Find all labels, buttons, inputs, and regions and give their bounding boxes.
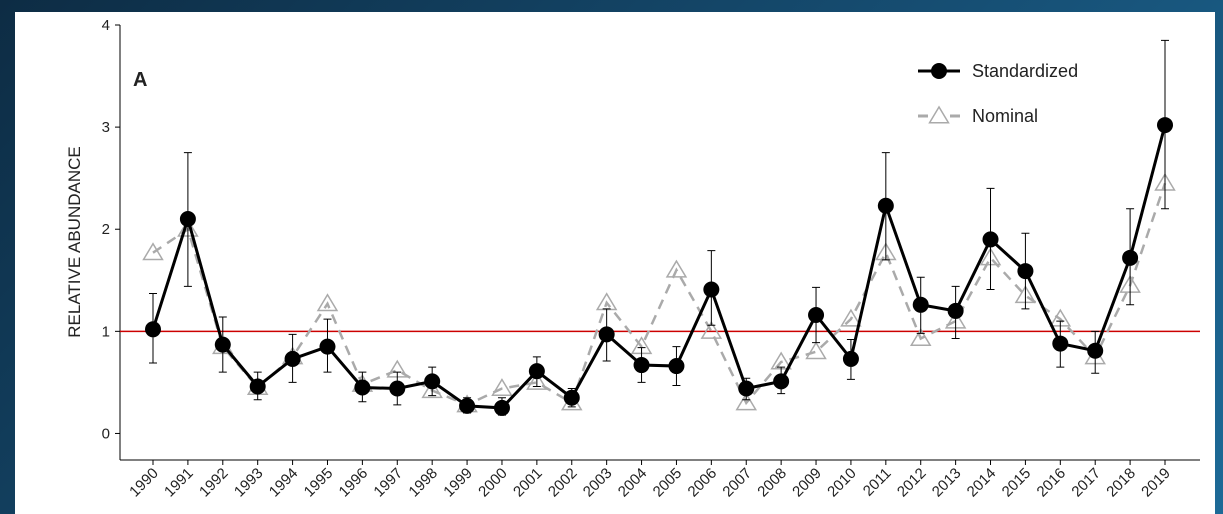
- point: [179, 211, 196, 228]
- panel: [15, 12, 1215, 514]
- point: [912, 296, 929, 313]
- y-tick-label: 0: [102, 425, 110, 442]
- point: [354, 379, 371, 396]
- point: [424, 373, 441, 390]
- panel-label: A: [133, 69, 147, 91]
- point: [316, 293, 339, 312]
- point: [1052, 335, 1069, 352]
- point: [491, 378, 513, 397]
- point: [840, 308, 862, 327]
- point: [877, 197, 894, 214]
- point: [633, 357, 650, 374]
- point: [668, 358, 685, 375]
- legend-marker: [928, 105, 950, 124]
- point: [665, 259, 688, 278]
- point: [700, 320, 723, 339]
- y-tick-label: 1: [102, 323, 110, 340]
- y-axis-title: RELATIVE ABUNDANCE: [65, 146, 84, 337]
- point: [528, 363, 545, 380]
- point: [1122, 249, 1139, 266]
- y-tick-label: 3: [102, 119, 110, 136]
- point: [842, 350, 859, 367]
- point: [805, 341, 827, 360]
- y-tick-label: 4: [102, 17, 110, 34]
- point: [493, 399, 510, 416]
- point: [563, 389, 580, 406]
- point: [389, 380, 406, 397]
- point: [598, 326, 615, 343]
- point: [1017, 263, 1034, 280]
- legend-label: Nominal: [972, 106, 1038, 126]
- point: [735, 392, 758, 411]
- point: [773, 373, 790, 390]
- point: [808, 307, 825, 323]
- point: [982, 231, 999, 248]
- point: [142, 242, 164, 261]
- point: [909, 328, 932, 346]
- point: [703, 281, 720, 298]
- point: [319, 338, 336, 355]
- point: [526, 371, 548, 390]
- point: [1157, 117, 1173, 134]
- point: [214, 336, 231, 353]
- point: [145, 321, 161, 338]
- point: [947, 302, 964, 319]
- point: [1087, 342, 1104, 359]
- point: [459, 397, 476, 414]
- point: [738, 380, 755, 397]
- legend-marker: [931, 63, 947, 79]
- y-tick-label: 2: [102, 221, 110, 238]
- point: [249, 378, 266, 395]
- legend-label: Standardized: [972, 61, 1078, 81]
- point: [284, 350, 301, 367]
- point: [421, 380, 443, 399]
